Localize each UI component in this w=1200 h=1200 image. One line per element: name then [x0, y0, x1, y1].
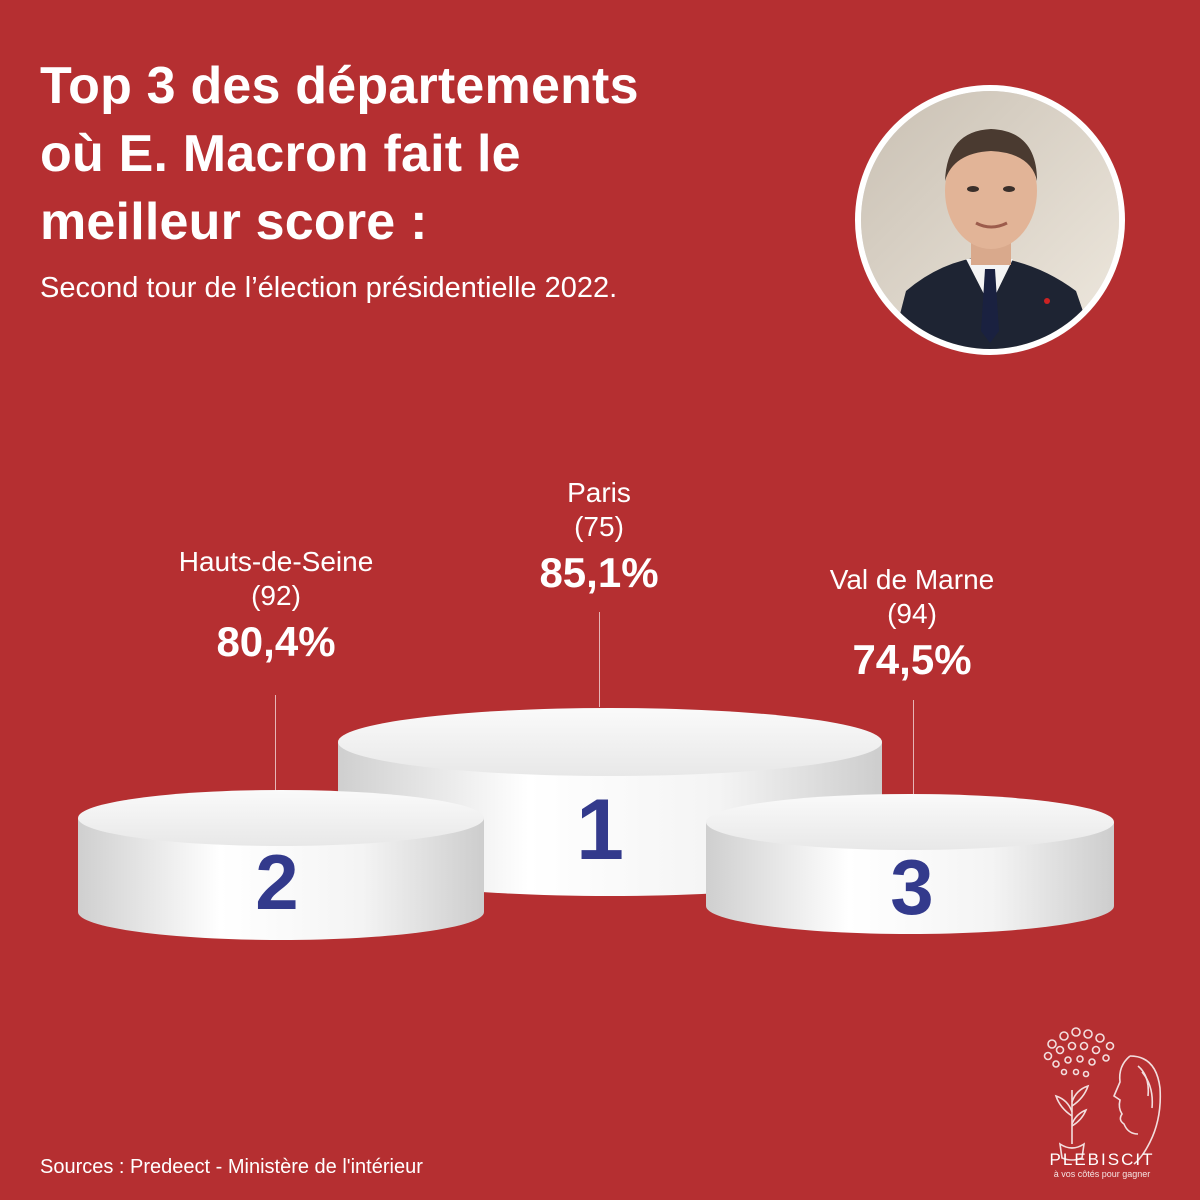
rank-number-3: 3 [890, 843, 934, 931]
candidate-portrait [855, 85, 1125, 355]
department-score: 80,4% [216, 618, 336, 665]
department-number: (94) [887, 598, 937, 629]
leader-line-val-de-marne [913, 700, 914, 800]
title-line-1: Top 3 des départements [40, 57, 639, 115]
label-hauts-de-seine: Hauts-de-Seine (92) 80,4% [116, 545, 436, 669]
leader-line-hauts-de-seine [275, 695, 276, 795]
leader-line-paris [599, 612, 600, 707]
sources-note: Sources : Predeect - Ministère de l'inté… [40, 1156, 423, 1178]
title-line-3: meilleur score : [40, 193, 428, 251]
rank-number-2: 2 [255, 838, 299, 926]
department-score: 85,1% [539, 549, 659, 596]
rank-number-1: 1 [576, 782, 624, 878]
title-line-2: où E. Macron fait le [40, 125, 521, 183]
department-number: (92) [251, 580, 301, 611]
department-name: Val de Marne [829, 564, 995, 595]
plebiscit-logo-icon [1043, 1027, 1162, 1165]
department-number: (75) [574, 511, 624, 542]
logo-tagline: à vos côtés pour gagner [1053, 1169, 1151, 1179]
department-name: Paris [567, 477, 631, 508]
podium-step-3 [706, 794, 1114, 934]
podium-step-2 [78, 790, 484, 940]
department-score: 74,5% [852, 636, 972, 683]
subtitle: Second tour de l’élection présidentielle… [40, 272, 618, 304]
label-val-de-marne: Val de Marne (94) 74,5% [752, 563, 1072, 687]
logo-wordmark: PLEBISCIT [1049, 1150, 1155, 1169]
department-name: Hauts-de-Seine [178, 546, 374, 577]
page-title: Top 3 des départements où E. Macron fait… [40, 52, 800, 256]
label-paris: Paris (75) 85,1% [439, 476, 759, 600]
